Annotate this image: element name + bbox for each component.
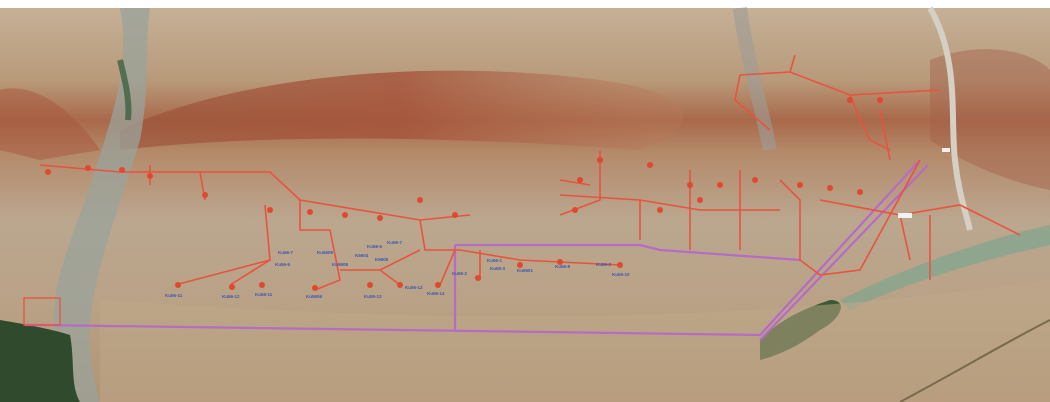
well-marker[interactable] xyxy=(597,157,603,163)
well-marker[interactable] xyxy=(175,282,181,288)
well-marker[interactable] xyxy=(697,197,703,203)
well-label: Ku5601 xyxy=(517,268,534,273)
well-marker[interactable] xyxy=(85,165,91,171)
well-markers xyxy=(45,97,883,291)
vegetation-bottom-left xyxy=(0,320,80,402)
well-marker[interactable] xyxy=(367,282,373,288)
well-label: Ku56-14 xyxy=(427,291,445,296)
well-label: Ku56-1 xyxy=(487,258,503,263)
mountain-ridge xyxy=(120,70,684,150)
well-label: Ku56-5 xyxy=(275,262,291,267)
well-label: Ku5606 xyxy=(306,294,323,299)
well-labels: Ku56-11 Ku56-12 Ku56-11 Ku5606 Ku56-7 Ku… xyxy=(165,240,630,299)
well-marker[interactable] xyxy=(827,185,833,191)
well-label: Ku55-10 xyxy=(612,272,630,277)
well-label: K5605 xyxy=(375,257,389,262)
well-label: Ku56-11 xyxy=(165,293,183,298)
well-marker[interactable] xyxy=(417,197,423,203)
well-marker[interactable] xyxy=(45,169,51,175)
well-marker[interactable] xyxy=(342,212,348,218)
well-marker[interactable] xyxy=(307,209,313,215)
well-marker[interactable] xyxy=(797,182,803,188)
well-marker[interactable] xyxy=(752,177,758,183)
pipeline-network xyxy=(39,54,1021,291)
well-marker[interactable] xyxy=(557,259,563,265)
well-label: Ku55-3 xyxy=(490,266,506,271)
trunk-segment-parallel xyxy=(759,164,929,341)
well-marker[interactable] xyxy=(435,282,441,288)
riverbank-vegetation xyxy=(117,59,132,121)
road xyxy=(899,319,1050,402)
facility-box[interactable] xyxy=(23,297,61,326)
well-marker[interactable] xyxy=(687,182,693,188)
top-border xyxy=(0,0,1050,8)
well-marker[interactable] xyxy=(377,215,383,221)
well-marker[interactable] xyxy=(259,282,265,288)
well-marker[interactable] xyxy=(229,284,235,290)
well-marker[interactable] xyxy=(517,262,523,268)
desert-plain xyxy=(100,280,1050,402)
well-label: Ku5609 xyxy=(317,250,334,255)
well-marker[interactable] xyxy=(572,207,578,213)
well-marker[interactable] xyxy=(877,97,883,103)
well-marker[interactable] xyxy=(647,162,653,168)
trunk-segment-east xyxy=(455,243,801,262)
well-marker[interactable] xyxy=(147,173,153,179)
well-label: K5604 xyxy=(355,253,369,258)
well-marker[interactable] xyxy=(397,282,403,288)
well-label: Ku56-7 xyxy=(278,250,294,255)
well-marker[interactable] xyxy=(717,182,723,188)
river-right xyxy=(840,225,1050,310)
well-label: Ku56-6 xyxy=(367,244,383,249)
well-label: Ku55-12 xyxy=(405,285,423,290)
well-marker[interactable] xyxy=(312,285,318,291)
well-label: Ku5608 xyxy=(332,262,349,267)
well-marker[interactable] xyxy=(475,275,481,281)
well-marker[interactable] xyxy=(657,207,663,213)
well-marker[interactable] xyxy=(452,212,458,218)
well-marker[interactable] xyxy=(617,262,623,268)
well-label: Ku56-2 xyxy=(452,271,468,276)
well-marker[interactable] xyxy=(267,207,273,213)
well-label: Ku56-8 xyxy=(555,264,571,269)
well-label: Ku56-12 xyxy=(222,294,240,299)
station-marker[interactable] xyxy=(898,213,912,218)
well-marker[interactable] xyxy=(577,177,583,183)
well-marker[interactable] xyxy=(847,97,853,103)
well-label: Ku55-13 xyxy=(364,294,382,299)
station-marker-2[interactable] xyxy=(942,148,950,152)
right-hills xyxy=(930,49,1050,191)
well-label: Ku56-11 xyxy=(255,292,273,297)
well-marker[interactable] xyxy=(119,167,125,173)
well-marker[interactable] xyxy=(202,192,208,198)
dry-wash xyxy=(733,7,777,152)
left-ridge xyxy=(0,88,100,160)
well-marker[interactable] xyxy=(857,189,863,195)
well-label: Ku56-3 xyxy=(596,262,612,267)
well-label: Ku56-7 xyxy=(387,240,403,245)
